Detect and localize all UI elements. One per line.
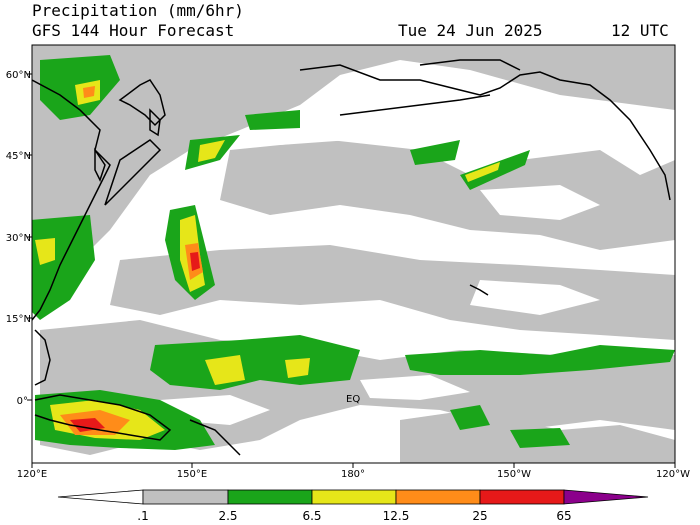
colorbar-segment [395, 489, 481, 505]
forecast-date: Tue 24 Jun 2025 [398, 21, 543, 40]
lat-tick-label: 0° [17, 396, 28, 407]
lat-tick-label: 60°N [6, 70, 31, 81]
coastlines [32, 59, 671, 456]
equator-label: EQ [346, 394, 360, 405]
axis-ticks [27, 73, 676, 468]
colorbar-label: 6.5 [302, 509, 321, 523]
lon-tick-label: 150°W [497, 469, 531, 480]
lon-tick-label: 120°E [17, 469, 47, 480]
colorbar-segment [227, 489, 313, 505]
map-subtitle: GFS 144 Hour Forecast [32, 21, 235, 40]
colorbar [57, 489, 649, 505]
forecast-time: 12 UTC [611, 21, 669, 40]
lat-tick-label: 15°N [6, 314, 31, 325]
lat-tick-label: 30°N [6, 233, 31, 244]
colorbar-segment [142, 489, 229, 505]
lon-tick-label: 150°E [177, 469, 207, 480]
colorbar-label: 2.5 [218, 509, 237, 523]
colorbar-label: 25 [472, 509, 487, 523]
precip-field [32, 45, 675, 463]
colorbar-segment [563, 489, 649, 505]
colorbar-segment [311, 489, 397, 505]
colorbar-label: 65 [556, 509, 571, 523]
colorbar-segment [479, 489, 565, 505]
lat-tick-label: 45°N [6, 151, 31, 162]
colorbar-label: .1 [137, 509, 148, 523]
colorbar-segment [57, 489, 144, 505]
lon-tick-label: 180° [341, 469, 365, 480]
map-title: Precipitation (mm/6hr) [32, 1, 244, 20]
lon-tick-label: 120°W [656, 469, 690, 480]
colorbar-label: 12.5 [383, 509, 410, 523]
